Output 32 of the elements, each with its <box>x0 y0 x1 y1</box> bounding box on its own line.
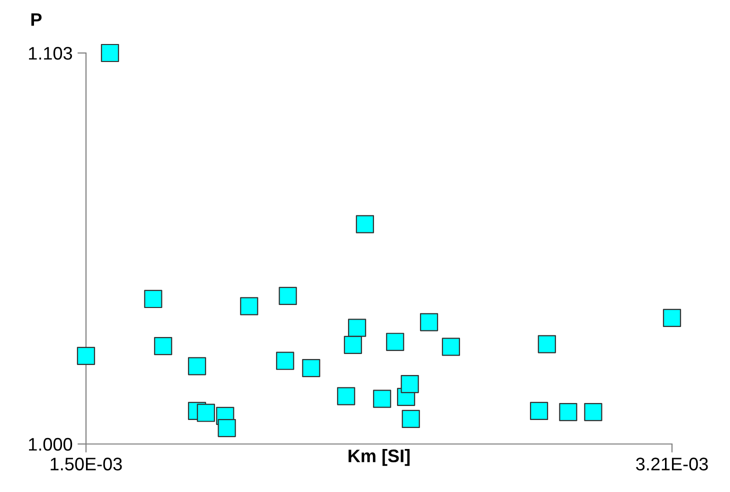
point <box>276 352 294 370</box>
point <box>344 336 362 354</box>
x-tick-label: 1.50E-03 <box>50 458 122 470</box>
point <box>420 313 438 332</box>
point <box>559 403 578 422</box>
point <box>386 332 404 351</box>
point <box>530 402 548 420</box>
point <box>373 390 392 408</box>
point <box>402 410 420 428</box>
point <box>100 44 120 62</box>
point <box>188 357 206 376</box>
x-tick-label: 3.21E-03 <box>636 458 708 470</box>
point <box>196 404 215 422</box>
point <box>442 338 460 356</box>
point <box>278 286 297 306</box>
point <box>400 374 419 394</box>
point <box>584 403 602 422</box>
point <box>348 318 366 337</box>
point <box>154 337 172 356</box>
x-axis-title: Km [SI] <box>348 449 410 466</box>
point <box>662 308 682 328</box>
y-tick-label: 1.000 <box>29 438 72 451</box>
point <box>218 418 236 438</box>
point <box>144 290 162 308</box>
point <box>302 359 320 378</box>
point <box>356 215 374 234</box>
point <box>337 387 356 406</box>
point <box>76 346 96 365</box>
y-tick-label: 1.103 <box>29 46 72 60</box>
point <box>538 335 556 354</box>
point <box>240 297 258 316</box>
y-axis-title: P <box>31 13 42 26</box>
